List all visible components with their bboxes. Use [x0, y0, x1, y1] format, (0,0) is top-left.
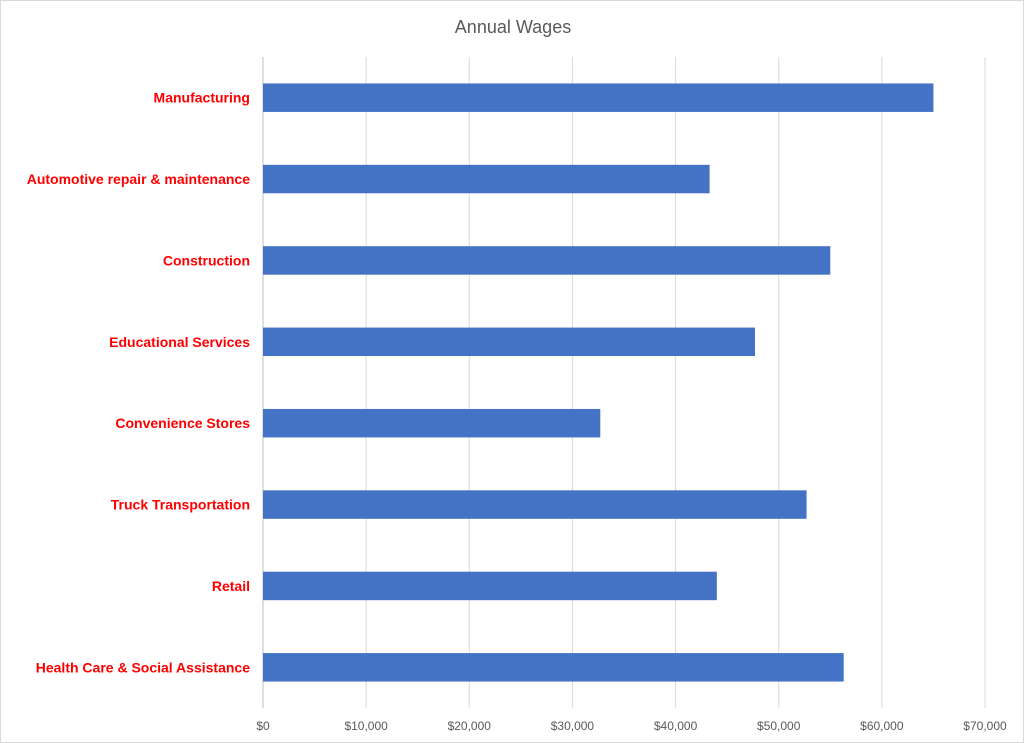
- category-label: Health Care & Social Assistance: [36, 659, 250, 675]
- category-labels: Manufacturing Automotive repair & mainten…: [27, 90, 250, 676]
- chart-title: Annual Wages: [455, 17, 571, 37]
- bar: [263, 490, 807, 518]
- category-label: Truck Transportation: [111, 497, 250, 513]
- category-label: Educational Services: [109, 334, 250, 350]
- gridlines: [263, 57, 985, 708]
- x-tick-label: $30,000: [551, 719, 595, 733]
- bars: [263, 83, 933, 681]
- category-label: Construction: [163, 252, 250, 268]
- bar-chart: Annual Wages Manufacturing Automotive rep…: [1, 1, 1023, 742]
- category-label: Manufacturing: [154, 90, 250, 106]
- x-tick-label: $20,000: [448, 719, 492, 733]
- x-tick-label: $0: [256, 719, 270, 733]
- category-label: Convenience Stores: [115, 415, 250, 431]
- bar: [263, 246, 830, 274]
- bar: [263, 328, 755, 356]
- x-tick-label: $10,000: [344, 719, 388, 733]
- bar: [263, 409, 600, 437]
- bar: [263, 165, 710, 193]
- bar: [263, 83, 933, 111]
- x-tick-label: $40,000: [654, 719, 698, 733]
- category-label: Automotive repair & maintenance: [27, 171, 250, 187]
- bar: [263, 572, 717, 600]
- x-tick-label: $50,000: [757, 719, 801, 733]
- bar: [263, 653, 844, 681]
- x-tick-label: $70,000: [963, 719, 1007, 733]
- x-tick-label: $60,000: [860, 719, 904, 733]
- category-label: Retail: [212, 578, 250, 594]
- chart-frame: Annual Wages Manufacturing Automotive rep…: [0, 0, 1024, 743]
- x-tick-labels: $0 $10,000 $20,000 $30,000 $40,000 $50,000 $60…: [256, 719, 1007, 733]
